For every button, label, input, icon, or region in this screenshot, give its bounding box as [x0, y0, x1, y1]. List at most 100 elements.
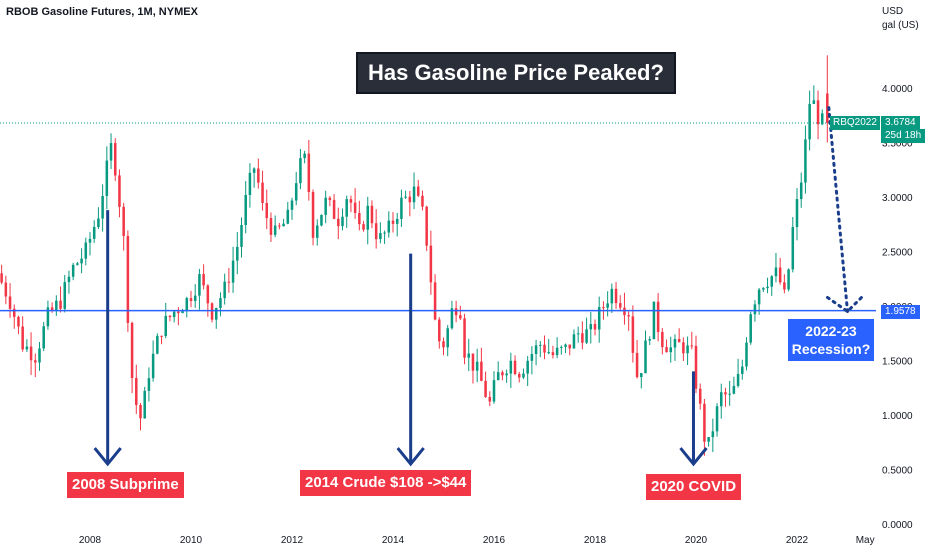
level-price-tag: 1.9578 — [881, 305, 920, 319]
candle-body — [185, 298, 189, 312]
candle-body — [358, 213, 361, 225]
candle-body — [560, 346, 563, 348]
candle-body — [160, 335, 163, 337]
candle-body — [113, 143, 117, 176]
x-tick-label: 2016 — [483, 535, 506, 546]
candle-body — [88, 238, 92, 243]
candle-body — [610, 288, 614, 304]
candle-body — [791, 227, 795, 270]
candle-body — [286, 209, 290, 224]
candle-body — [597, 307, 601, 330]
candle-body — [606, 303, 609, 308]
candle-body — [311, 191, 315, 238]
candle-body — [231, 260, 235, 283]
countdown-tag: 25d 18h — [881, 129, 926, 143]
candle-body — [46, 307, 50, 327]
candle-body — [539, 344, 542, 346]
candle-body — [370, 205, 374, 224]
candle-body — [475, 361, 479, 371]
candle-body — [492, 380, 496, 402]
candle-body — [383, 232, 386, 234]
candle-body — [227, 281, 231, 283]
candle-body — [244, 194, 247, 225]
candle-body — [526, 360, 529, 374]
candlestick-series — [0, 55, 829, 456]
event-arrow-head — [93, 447, 122, 467]
candle-body — [374, 223, 378, 240]
event-label-2020: 2020 COVID — [646, 474, 742, 500]
y-tick-label: 3.0000 — [882, 193, 913, 204]
candle-body — [198, 274, 201, 296]
candle-body — [172, 311, 176, 318]
candle-body — [770, 276, 774, 287]
x-axis: 2008 2010 2012 2014 2016 2018 2020 2022 May — [79, 535, 875, 546]
candle-body — [446, 328, 449, 348]
y-tick-label: 4.0000 — [882, 84, 913, 95]
candle-body — [488, 396, 492, 402]
candle-body — [400, 197, 403, 219]
candle-body — [572, 334, 576, 349]
candle-body — [631, 316, 635, 353]
candle-body — [480, 361, 483, 381]
candle-body — [564, 344, 567, 347]
x-tick-label: 2012 — [281, 535, 304, 546]
candle-body — [484, 380, 487, 397]
last-price-tag: 3.6784 — [881, 116, 920, 130]
candle-body — [193, 295, 197, 301]
candle-body — [732, 385, 736, 394]
candle-body — [736, 373, 740, 386]
candle-body — [517, 374, 521, 378]
headline-annotation: Has Gasoline Price Peaked? — [356, 52, 676, 94]
candle-body — [391, 220, 395, 224]
candle-body — [324, 197, 327, 215]
candle-body — [202, 274, 205, 286]
candle-body — [25, 346, 29, 350]
candle-body — [341, 216, 344, 227]
candle-body — [707, 437, 710, 442]
candle-body — [530, 354, 534, 361]
candle-body — [362, 224, 365, 230]
candle-body — [799, 182, 803, 200]
event-arrow-head — [679, 447, 708, 467]
forecast-arrow-head — [826, 293, 865, 314]
candle-body — [84, 242, 88, 259]
candle-body — [42, 326, 45, 349]
candle-body — [433, 282, 437, 320]
candle-body — [34, 360, 37, 363]
candle-body — [294, 183, 298, 201]
candle-body — [640, 373, 643, 378]
candle-body — [412, 186, 416, 203]
candle-body — [425, 206, 428, 246]
candle-body — [269, 218, 273, 235]
candle-body — [644, 340, 647, 374]
candle-body — [223, 281, 226, 299]
candle-body — [589, 324, 593, 330]
candle-body — [257, 168, 260, 183]
x-tick-label: 2010 — [180, 535, 203, 546]
candle-body — [757, 289, 761, 305]
candle-body — [181, 311, 184, 314]
candle-body — [97, 218, 100, 228]
y-tick-label: 1.5000 — [882, 357, 913, 368]
candle-body — [236, 246, 239, 261]
candle-body — [715, 406, 719, 432]
x-tick-label: 2018 — [584, 535, 607, 546]
candle-body — [454, 308, 458, 316]
candle-body — [366, 205, 370, 230]
candle-body — [307, 153, 311, 192]
candle-body — [774, 267, 778, 277]
candle-body — [395, 218, 399, 224]
candle-body — [130, 322, 134, 379]
candle-body — [745, 342, 748, 367]
candle-body — [719, 392, 723, 407]
candle-body — [299, 158, 302, 184]
candle-body — [332, 200, 336, 219]
event-arrow-head — [396, 447, 425, 467]
candle-body — [109, 143, 113, 161]
candle-body — [55, 300, 58, 311]
candle-body — [463, 318, 466, 358]
event-label-2014: 2014 Crude $108 ->$44 — [300, 470, 472, 496]
candle-body — [421, 195, 424, 207]
y-tick-label: 0.5000 — [882, 466, 913, 477]
